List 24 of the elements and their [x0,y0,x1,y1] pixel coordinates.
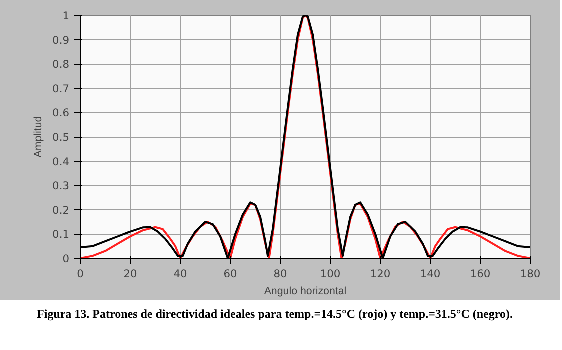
x-tick-label: 140 [420,268,441,280]
y-tick-label: 0.1 [52,228,70,242]
y-tick-label: 0.6 [52,106,70,120]
x-tick-label: 0 [77,268,84,280]
y-axis-title: Amplitud [32,116,45,158]
x-tick-label: 100 [320,268,341,280]
text: Figura 13. Patrones de directividad ideales para temp.=14.5°C (rojo) y temp.=31.5°C (negro). [36,306,513,323]
y-tick-label: 0 [62,252,70,266]
x-axis-title: Angulo horizontal [264,286,347,298]
x-tick-label: 180 [520,268,541,280]
x-tick-label: 40 [174,268,188,280]
y-tick-label: 0.5 [52,131,70,144]
x-tick-label: 20 [124,268,138,280]
y-tick-label: 1 [62,10,70,22]
y-tick-label: 0.3 [52,180,70,193]
y-tick-label: 0.2 [52,204,70,217]
x-tick-label: 120 [370,268,391,280]
y-tick-label: 0.9 [52,34,70,47]
y-tick-label: 0.8 [52,58,70,72]
x-tick-label: 160 [470,268,491,280]
y-tick-label: 0.4 [52,155,70,168]
x-tick-label: 80 [274,268,288,280]
y-tick-label: 0.7 [52,82,70,96]
x-tick-label: 60 [224,268,238,280]
